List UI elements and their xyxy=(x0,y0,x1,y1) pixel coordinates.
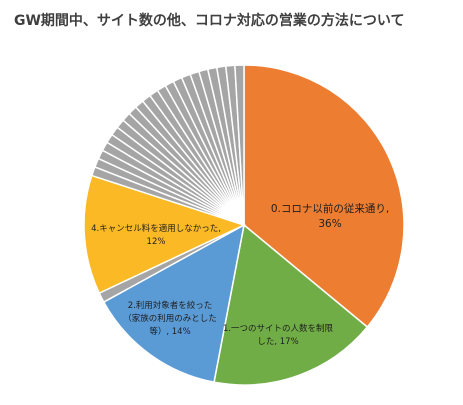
pie-label-4-line-0: 4.キャンセル料を適用しなかった, xyxy=(91,223,221,234)
pie-slice-4 xyxy=(83,174,247,295)
pie-slice-5-part-21 xyxy=(234,64,245,226)
chart-title: GW期間中、サイト数の他、コロナ対応の営業の方法について xyxy=(14,13,405,29)
pie-label-0-line-1: 36% xyxy=(318,218,341,230)
pie-label-1-line-0: 1.一つのサイトの人数を制限 xyxy=(223,323,334,334)
pie-labels: 0.コロナ以前の従来通り, 36%1.一つのサイトの人数を制限した, 17%2.利… xyxy=(91,202,389,347)
pie-label-1-line-1: した, 17% xyxy=(257,337,298,347)
pie-label-4: 4.キャンセル料を適用しなかった, 12% xyxy=(91,223,221,247)
pie-slices xyxy=(83,64,405,386)
pie-label-2-line-1: （家族の利用のみとした xyxy=(123,313,217,324)
pie-slice-1 xyxy=(213,223,369,386)
pie-label-2-line-2: 等）, 14% xyxy=(149,326,190,337)
pie-label-4-line-1: 12% xyxy=(147,237,166,247)
pie-slice-2 xyxy=(102,223,246,384)
pie-label-0: 0.コロナ以前の従来通り, 36% xyxy=(271,202,389,230)
pie-label-2-line-0: 2.利用対象者を絞った xyxy=(128,300,213,311)
pie-label-0-line-0: 0.コロナ以前の従来通り, xyxy=(271,202,389,215)
pie-slice-0 xyxy=(243,64,405,329)
pie-label-1: 1.一つのサイトの人数を制限した, 17% xyxy=(223,323,334,347)
pie-label-2: 2.利用対象者を絞った （家族の利用のみとした等）, 14% xyxy=(123,300,217,337)
